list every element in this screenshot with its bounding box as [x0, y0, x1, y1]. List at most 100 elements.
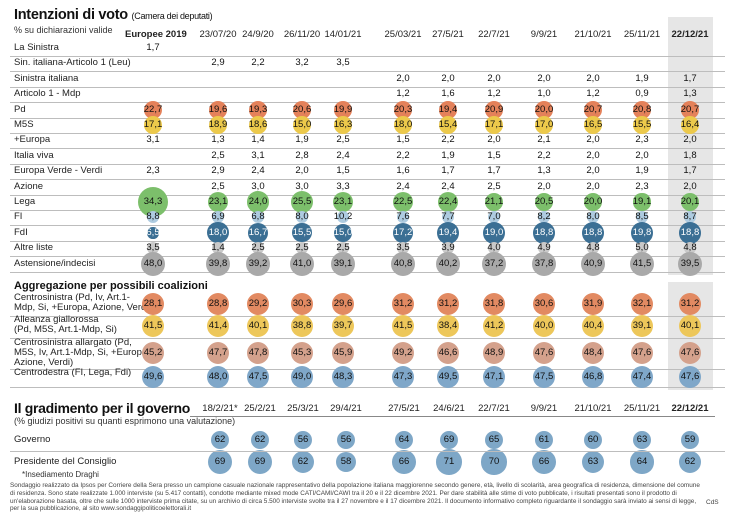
- approval-label-1: Presidente del Consiglio: [14, 456, 117, 467]
- column-header-2: 24/9/20: [242, 29, 274, 40]
- approval-header-4: 27/5/21: [388, 403, 420, 414]
- cell-r14c0-bubble: [141, 251, 165, 276]
- cell-r13c11-bubble: [684, 242, 696, 255]
- cell-r11c9-value: 8,0: [586, 211, 600, 223]
- cell-r8c5-value: 1,6: [396, 165, 410, 177]
- cell-r5c3-value: 15,0: [292, 119, 312, 130]
- cell-r12c10-value: 19,8: [632, 226, 652, 238]
- approval-header-1: 25/2/21: [244, 403, 276, 414]
- coalition-r2c11-bubble: [679, 342, 701, 364]
- title-note: (Camera dei deputati): [131, 11, 213, 21]
- cell-r10c4-bubble: [332, 191, 354, 213]
- approval-r1c4-bubble: [392, 450, 416, 474]
- coalition-r2c7-bubble: [483, 342, 505, 364]
- approval-header-7: 9/9/21: [530, 403, 558, 414]
- cell-r14c9-bubble: [581, 251, 605, 276]
- coalition-r3c4-value: 48,3: [333, 371, 353, 382]
- cell-r11c4-value: 10,2: [333, 211, 353, 223]
- cell-r4c8-value: 20,0: [534, 103, 554, 115]
- cell-r5c1-value: 18,9: [208, 119, 228, 130]
- cell-r3c9-value: 1,2: [586, 88, 600, 100]
- coalition-r1c10-bubble: [631, 315, 653, 337]
- cell-r4c3-bubble: [293, 100, 311, 119]
- column-header-1: 23/07/20: [199, 29, 237, 40]
- cell-r10c2-value: 24,0: [248, 196, 268, 207]
- approval-header-8: 21/10/21: [574, 403, 612, 414]
- coalition-r1c1-value: 41,4: [208, 320, 228, 331]
- approval-r0c3-bubble: [337, 431, 355, 449]
- cell-r9c7-value: 2,5: [487, 180, 501, 192]
- coalition-r2c8-bubble: [533, 342, 555, 364]
- cell-r12c9-value: 18,8: [583, 226, 603, 238]
- approval-r1c7-value: 66: [538, 456, 550, 467]
- approval-r1c6-value: 70: [488, 456, 500, 467]
- approval-r1c1-bubble: [247, 449, 273, 475]
- coalition-r1c4-value: 39,7: [333, 320, 353, 331]
- cell-r11c1-bubble: [212, 211, 224, 224]
- coalition-r1c4-bubble: [332, 315, 354, 337]
- row-label-12: FdI: [14, 226, 28, 238]
- coalition-r2c9-value: 48,4: [583, 347, 603, 358]
- cell-r14c6-value: 40,2: [438, 257, 458, 269]
- coalition-r0c3-value: 30,3: [292, 298, 312, 309]
- cell-r10c5-bubble: [392, 191, 414, 213]
- cell-r14c11-value: 39,5: [680, 257, 700, 269]
- cell-r11c3-bubble: [296, 211, 308, 224]
- cell-r14c6-bubble: [436, 251, 460, 276]
- cell-r14c0-value: 48,0: [143, 257, 163, 269]
- coalition-r1c2-value: 40,1: [248, 320, 268, 331]
- approval-header-10: 22/12/21: [671, 403, 709, 414]
- coalition-r1c3-value: 38,8: [292, 320, 312, 331]
- cell-r11c2-bubble: [252, 211, 264, 224]
- cell-r9c10-value: 2,3: [635, 180, 649, 192]
- row-divider: [10, 451, 725, 452]
- cell-r13c4-value: 2,5: [336, 242, 350, 254]
- cell-r4c4-value: 19,9: [333, 103, 353, 115]
- approval-r1c2-bubble: [291, 450, 315, 474]
- coalition-r1c9-value: 40,4: [583, 320, 603, 331]
- cell-r8c9-value: 2,0: [586, 165, 600, 177]
- row-label-13: Altre liste: [14, 242, 54, 254]
- coalition-r1c3-bubble: [291, 315, 313, 337]
- approval-r1c8-value: 63: [587, 456, 599, 467]
- cell-r14c8-value: 37,8: [534, 257, 554, 269]
- approval-r1c10-value: 62: [684, 456, 696, 467]
- cell-r6c8-value: 2,1: [537, 134, 551, 146]
- cell-r4c8-bubble: [535, 100, 553, 119]
- approval-r0c2-value: 56: [297, 434, 309, 445]
- cell-r11c8-bubble: [538, 211, 550, 224]
- cell-r12c6-value: 19,4: [438, 226, 458, 238]
- cell-r4c11-bubble: [681, 100, 699, 119]
- coalition-r0c10-bubble: [631, 293, 653, 315]
- cell-r11c7-bubble: [488, 211, 500, 224]
- cell-r5c9-value: 16,5: [583, 119, 603, 130]
- cell-r12c1-bubble: [207, 222, 229, 244]
- cell-r13c1-value: 1,4: [211, 242, 225, 254]
- coalition-r3c5-bubble: [392, 366, 414, 388]
- cell-r1c1-value: 2,9: [211, 57, 225, 69]
- cell-r10c7-bubble: [484, 192, 504, 212]
- cell-r2c9-value: 2,0: [586, 72, 600, 84]
- approval-r0c2-bubble: [294, 431, 312, 449]
- cell-r12c6-bubble: [437, 221, 459, 244]
- cell-r12c8-bubble: [533, 221, 555, 244]
- cell-r5c6-bubble: [439, 116, 457, 134]
- row-divider: [10, 387, 725, 388]
- approval-r1c5-value: 71: [443, 456, 455, 467]
- approval-r0c6-bubble: [485, 431, 503, 449]
- approval-r0c8-bubble: [584, 431, 602, 449]
- cell-r0c0-value: 1,7: [146, 42, 160, 53]
- coalition-r2c11-value: 47,6: [680, 347, 700, 358]
- approval-r0c5-bubble: [440, 431, 458, 449]
- cell-r14c8-bubble: [532, 251, 556, 276]
- cell-r11c10-bubble: [636, 211, 648, 224]
- cell-r5c11-bubble: [681, 116, 699, 134]
- coalition-label-2-1: M5S, Iv, Art.1-Mdp, Si, +Europa,: [14, 347, 150, 358]
- approval-r1c8-bubble: [581, 450, 605, 474]
- cell-r12c4-value: 15,0: [333, 226, 353, 238]
- column-header-9: 21/10/21: [574, 29, 612, 40]
- cell-r14c3-value: 41,0: [292, 257, 312, 269]
- cell-r14c11-bubble: [678, 251, 702, 276]
- approval-r1c9-bubble: [630, 450, 654, 474]
